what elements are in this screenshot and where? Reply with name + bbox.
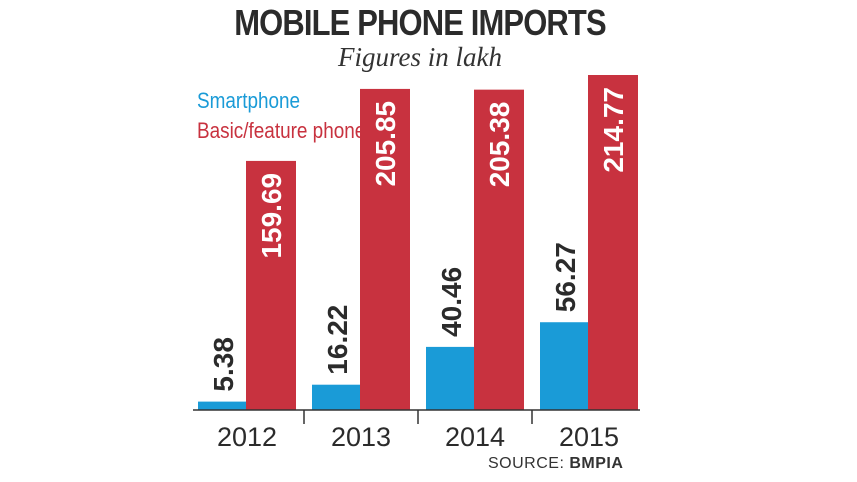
bar-basic-2014	[474, 89, 524, 410]
value-label-basic-2013: 205.85	[370, 101, 401, 187]
source-note: SOURCE: BMPIA	[488, 455, 623, 473]
category-label-2013: 2013	[331, 422, 391, 452]
x-axis: 2012 2013 2014 2015	[193, 409, 640, 452]
bar-smartphone-2014	[426, 346, 476, 410]
bar-basic-2012	[246, 160, 296, 410]
source-label: SOURCE:	[488, 455, 565, 472]
bar-basic-2013	[360, 88, 410, 411]
chart-title: MOBILE PHONE IMPORTS	[234, 2, 606, 43]
legend-basic-feature-phone: Basic/feature phone	[197, 118, 366, 143]
bar-smartphone-2013	[312, 384, 362, 410]
bars-group: 5.38 159.69 16.22 205.85 40.46 205.38 56.27 214…	[198, 75, 638, 411]
value-label-smartphone-2012: 5.38	[208, 337, 239, 392]
category-label-2012: 2012	[217, 422, 277, 452]
chart-subtitle: Figures in lakh	[338, 42, 502, 72]
value-label-smartphone-2015: 56.27	[550, 242, 581, 312]
value-label-smartphone-2013: 16.22	[322, 305, 353, 375]
category-label-2015: 2015	[559, 422, 619, 452]
bar-smartphone-2015	[540, 322, 590, 410]
value-label-basic-2015: 214.77	[598, 87, 629, 173]
bar-basic-2015	[588, 75, 638, 410]
bar-smartphone-2012	[198, 401, 248, 410]
value-label-basic-2014: 205.38	[484, 102, 515, 188]
value-label-basic-2012: 159.69	[256, 173, 287, 259]
source-name: BMPIA	[569, 455, 624, 472]
value-label-smartphone-2014: 40.46	[436, 267, 467, 337]
legend-smartphone: Smartphone	[197, 88, 301, 113]
category-label-2014: 2014	[445, 422, 505, 452]
